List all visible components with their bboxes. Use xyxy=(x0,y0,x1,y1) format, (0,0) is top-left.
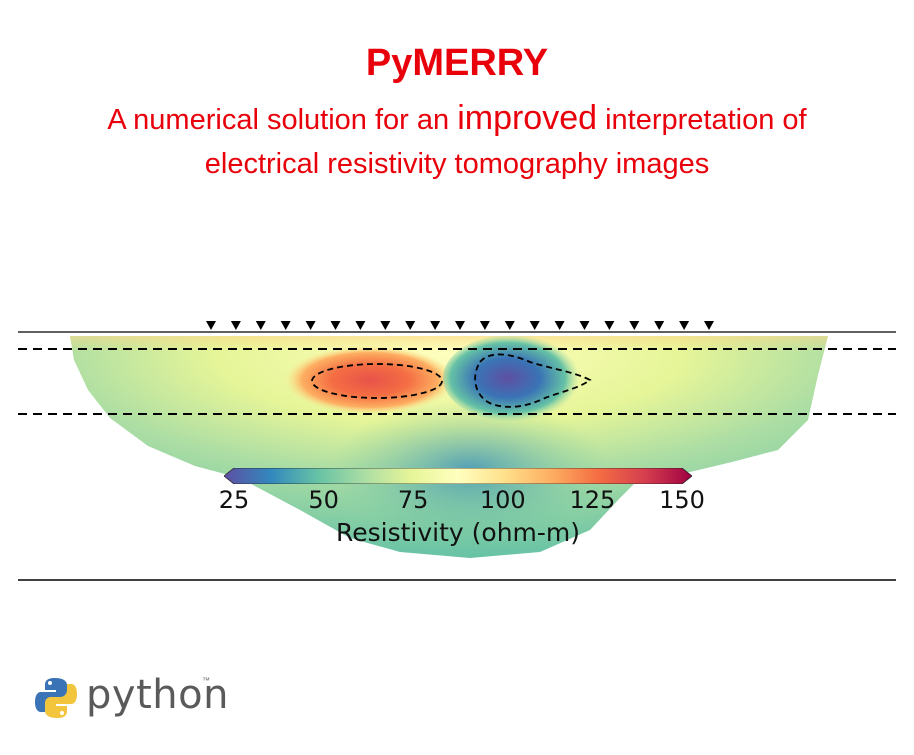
conductive-anomaly-contour xyxy=(311,363,443,399)
electrode-marker xyxy=(529,321,540,330)
electrode-marker xyxy=(479,321,490,330)
electrode-marker xyxy=(280,321,291,330)
electrode-marker xyxy=(504,321,515,330)
colorbar-tick-label: 125 xyxy=(569,486,616,514)
electrode-marker xyxy=(305,321,316,330)
subtitle-line-2: electrical resistivity tomography images xyxy=(204,148,710,180)
page-subtitle: A numerical solution for an improved int… xyxy=(0,96,914,186)
colorbar-gradient xyxy=(224,468,692,484)
electrode-marker xyxy=(355,321,366,330)
colorbar-tick-label: 50 xyxy=(308,486,339,514)
electrode-marker xyxy=(554,321,565,330)
electrode-marker xyxy=(654,321,665,330)
electrode-marker xyxy=(430,321,441,330)
electrode-array xyxy=(206,321,714,330)
resistive-anomaly-contour xyxy=(474,353,592,408)
electrode-marker xyxy=(380,321,391,330)
python-logo: python ™ xyxy=(34,672,234,724)
colorbar-tick-label: 25 xyxy=(218,486,250,514)
electrode-marker xyxy=(405,321,416,330)
subtitle-suffix: interpretation of xyxy=(597,104,807,136)
python-wordmark: python xyxy=(86,672,229,718)
electrode-marker xyxy=(704,321,714,330)
subtitle-emphasis: improved xyxy=(457,99,598,137)
colorbar-label: Resistivity (ohm-m) xyxy=(335,518,581,547)
electrode-marker xyxy=(629,321,640,330)
colorbar: 25 50 75 100 125 150 Resistivity (ohm-m) xyxy=(219,466,705,556)
subtitle-line-1: A numerical solution for an improved int… xyxy=(0,96,914,142)
electrode-marker xyxy=(230,321,241,330)
electrode-marker xyxy=(604,321,615,330)
python-snakes-icon xyxy=(35,678,77,718)
python-trademark: ™ xyxy=(202,676,210,685)
electrode-marker xyxy=(679,321,690,330)
electrode-marker xyxy=(255,321,266,330)
electrode-marker xyxy=(330,321,341,330)
page-title: PyMERRY xyxy=(365,42,549,84)
colorbar-tick-label: 100 xyxy=(479,486,526,514)
colorbar-tick-label: 150 xyxy=(659,486,705,514)
colorbar-tick-label: 75 xyxy=(397,486,429,514)
resistivity-section xyxy=(18,321,896,581)
electrode-marker xyxy=(579,321,590,330)
electrode-marker xyxy=(206,321,216,330)
electrode-marker xyxy=(455,321,465,330)
subtitle-prefix: A numerical solution for an xyxy=(107,104,458,136)
